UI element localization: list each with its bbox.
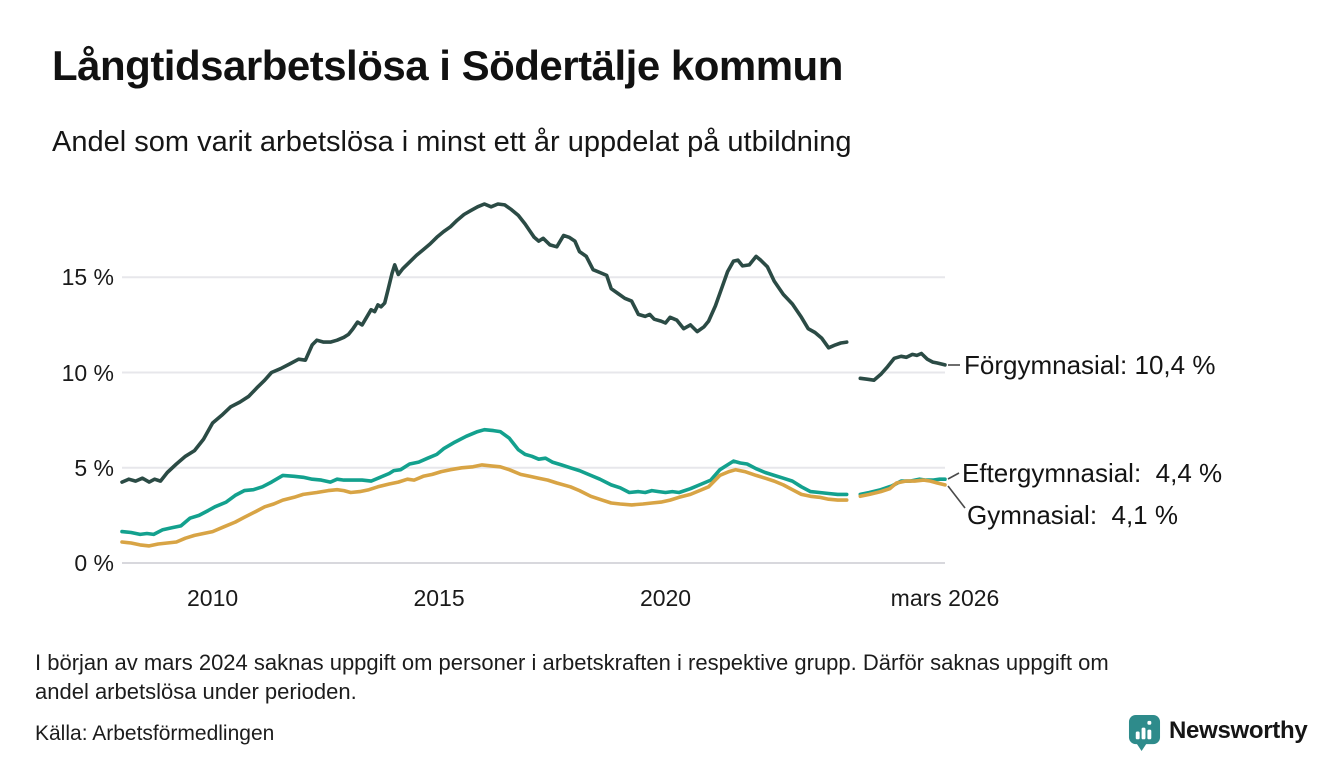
footnote: I början av mars 2024 saknas uppgift om … xyxy=(35,648,1109,706)
footnote-line-1: I början av mars 2024 saknas uppgift om … xyxy=(35,650,1109,675)
x-axis-tick-label: 2010 xyxy=(186,585,239,611)
series-line-gymnasial xyxy=(120,463,849,548)
y-axis-tick-label: 15 % xyxy=(61,264,114,291)
series-line-forgymnasial xyxy=(120,202,849,484)
y-axis-tick-label: 10 % xyxy=(61,359,114,386)
series-line-eftergymnasial xyxy=(120,427,849,537)
series-end-label-gymnasial: Gymnasial: 4,1 % xyxy=(967,500,1178,530)
chart-subtitle: Andel som varit arbetslösa i minst ett å… xyxy=(52,126,852,158)
series-line-forgymnasial xyxy=(858,351,947,383)
y-axis-tick-label: 0 % xyxy=(74,550,114,576)
series-end-label-forgymnasial: Förgymnasial: 10,4 % xyxy=(964,350,1216,380)
leader-line-eftergymnasial xyxy=(947,472,960,480)
series-line-gymnasial xyxy=(858,478,947,499)
newsworthy-logo: Newsworthy xyxy=(1128,714,1308,752)
footnote-line-2: andel arbetslösa under perioden. xyxy=(35,679,357,704)
page-title: Långtidsarbetslösa i Södertälje kommun xyxy=(52,42,843,89)
leader-line-gymnasial xyxy=(947,485,966,509)
newsworthy-speech-bubble-bar-chart-icon xyxy=(1128,715,1161,751)
source-label: Källa: Arbetsförmedlingen xyxy=(35,722,275,745)
newsworthy-logo-text: Newsworthy xyxy=(1169,717,1308,744)
y-axis-tick-label: 5 % xyxy=(74,454,114,481)
x-axis-tick-label: 2015 xyxy=(413,585,465,611)
x-axis-tick-label: mars 2026 xyxy=(890,585,1000,611)
x-axis-tick-label: 2020 xyxy=(639,585,692,611)
series-end-label-eftergymnasial: Eftergymnasial: 4,4 % xyxy=(962,458,1223,488)
